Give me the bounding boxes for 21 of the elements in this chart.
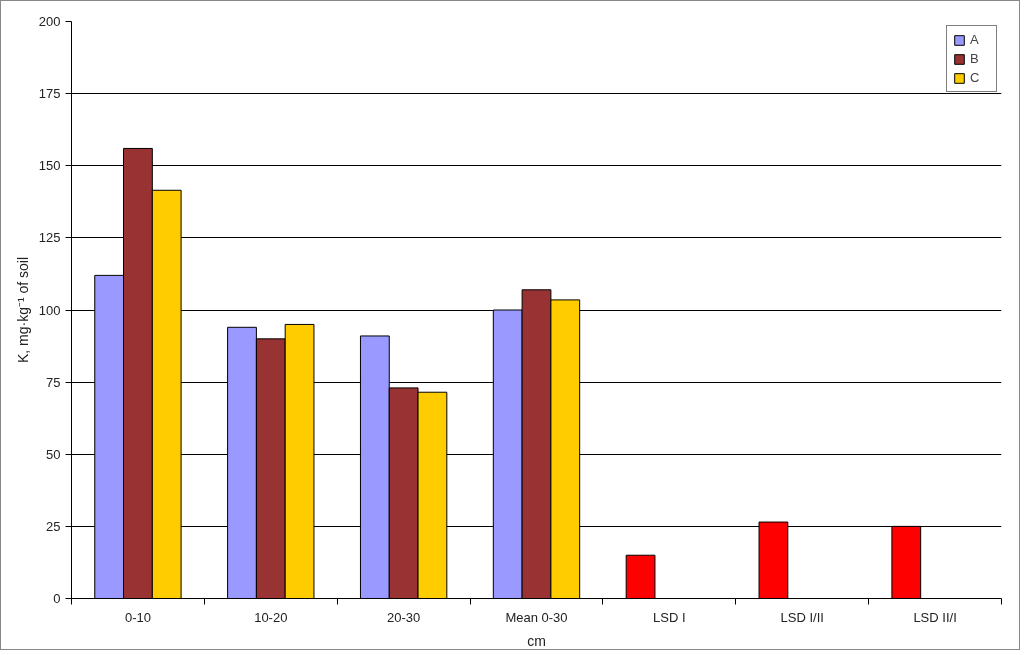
- y-tick-label: 150: [38, 158, 61, 174]
- x-axis-title: cm: [527, 632, 546, 649]
- y-tick-label: 75: [46, 374, 61, 390]
- x-tick-label: Mean 0-30: [505, 609, 568, 625]
- legend-label: C: [970, 70, 981, 85]
- y-tick-label: 200: [38, 14, 61, 29]
- y-tick-label: 175: [38, 86, 61, 102]
- y-tick-label: 100: [38, 302, 61, 318]
- y-tick-label: 125: [38, 230, 61, 246]
- legend-label: A: [970, 32, 980, 47]
- y-axis-title: K, mg·kg⁻¹ of soil: [14, 256, 31, 364]
- x-tick-label: LSD I: [653, 609, 686, 625]
- y-tick-label: 25: [46, 518, 61, 534]
- x-tick-label: LSD II/I: [913, 609, 957, 625]
- y-tick-label: 50: [46, 446, 61, 462]
- x-tick-label: 20-30: [387, 609, 421, 625]
- x-tick-label: LSD I/II: [780, 609, 824, 625]
- x-tick-label: 10-20: [254, 609, 288, 625]
- legend-label: B: [970, 51, 980, 66]
- y-tick-label: 0: [53, 591, 61, 606]
- x-tick-label: 0-10: [124, 609, 151, 625]
